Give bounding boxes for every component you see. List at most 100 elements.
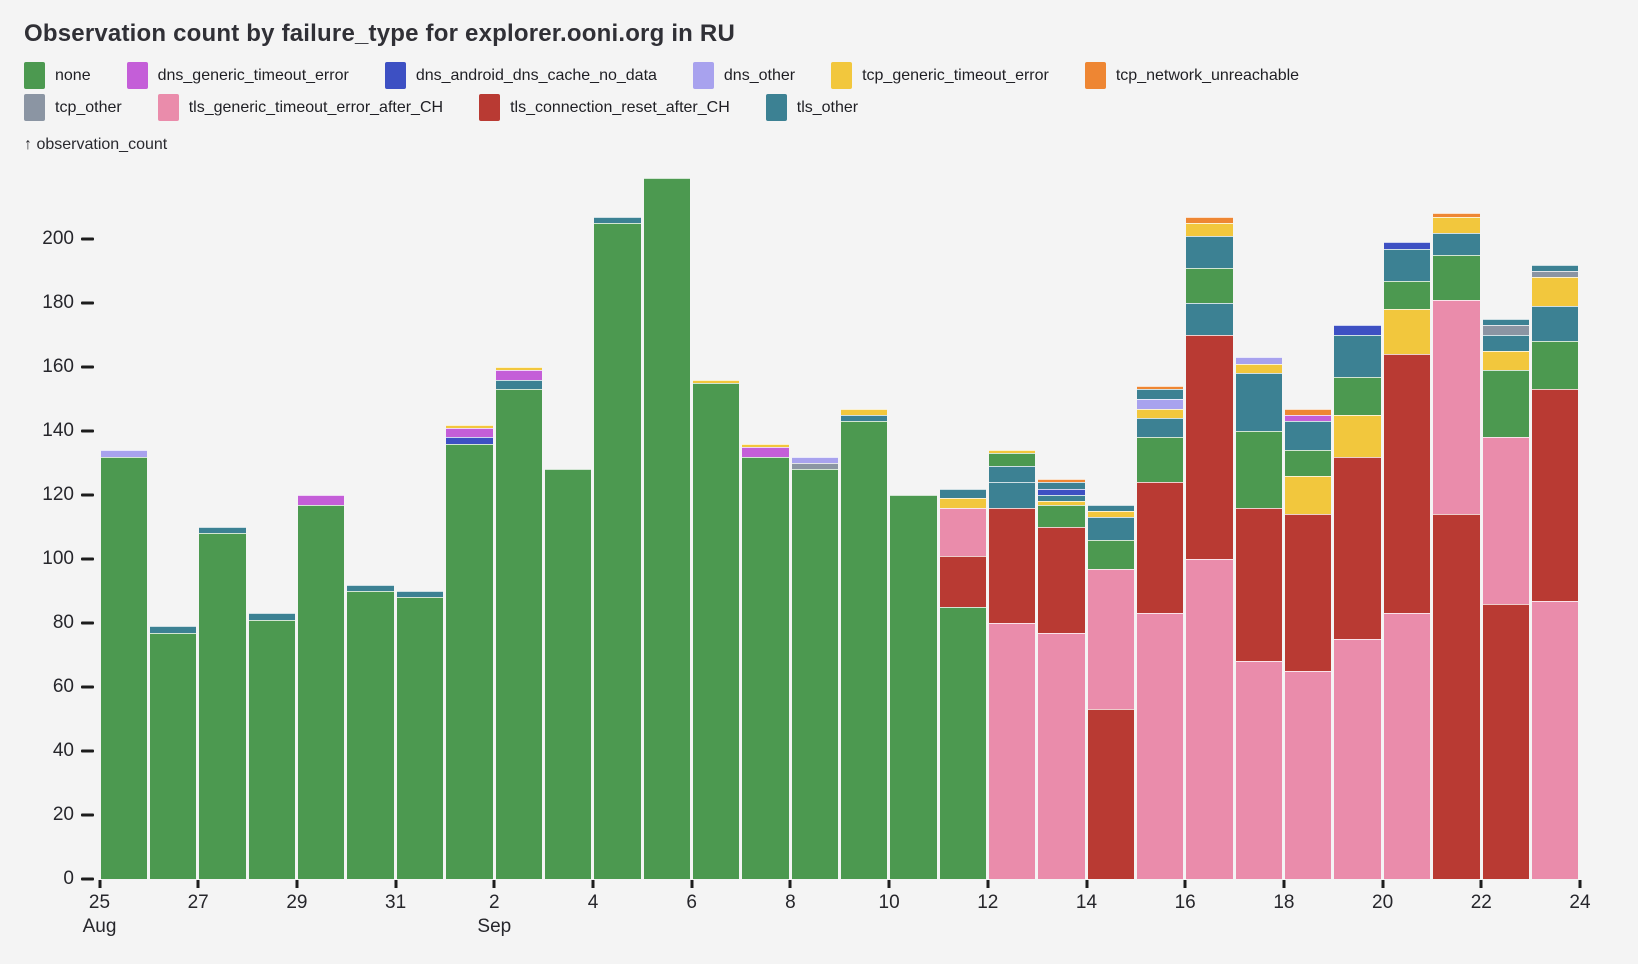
bar-segment-sep-17-none [1235,431,1283,508]
bar-segment-sep-12-tls_generic_timeout_error_after_CH [989,623,1036,879]
bar-segment-sep-8-dns_other [791,456,838,463]
bar-segment-sep-21-tls_other [1433,232,1480,255]
x-tick-label-14: 14 [1075,892,1098,913]
x-tick-label-18: 18 [1273,892,1295,913]
x-tick-label-27: 27 [187,892,209,913]
bar-segment-sep-13-none [1038,504,1085,527]
bar-segment-sep-21-tcp_generic_timeout_error [1433,216,1480,233]
y-tick-label-40: 40 [52,740,74,761]
bar-segment-sep-22-tcp_generic_timeout_error [1482,351,1529,371]
bar-segment-sep-19-none [1334,376,1381,415]
legend-item-tls_connection_reset_after_CH: tls_connection_reset_after_CH [479,94,730,121]
x-tick-mark-6 [690,880,694,888]
bar-segment-sep-14-tcp_generic_timeout_error [1087,511,1135,518]
bar-segment-sep-2-dns_generic_timeout_error [495,370,542,380]
y-tick-label-20: 20 [52,804,74,825]
x-tick-mark-8 [788,880,792,888]
bar-segment-sep-23-tls_other [1531,306,1579,342]
bar-segment-sep-1-dns_generic_timeout_error [446,427,493,438]
bar-segment-sep-19-tcp_generic_timeout_error [1334,415,1381,457]
bar-segment-sep-22-tls_connection_reset_after_CH [1482,603,1529,879]
bar-segment-sep-2-none [495,389,542,879]
legend-label: tcp_generic_timeout_error [862,66,1049,84]
legend-item-tls_other: tls_other [765,94,858,121]
bar-segment-aug-31-none [396,597,444,879]
bar-segment-aug-30-none [347,591,394,879]
y-tick-label-120: 120 [42,484,74,505]
bar-segment-sep-14-tls_other [1087,504,1135,511]
bar-segment-aug-29-none [298,504,345,879]
bar-segment-sep-13-tcp_network_unreachable [1038,479,1085,483]
bar-segment-sep-23-tls_generic_timeout_error_after_CH [1531,600,1579,879]
y-tick-label-100: 100 [42,548,74,569]
bar-segment-sep-16-tls_other [1186,303,1233,335]
legend-swatch-dns_other [692,62,714,89]
x-month-label-Aug: Aug [82,916,117,937]
legend-item-tcp_other: tcp_other [24,94,122,121]
x-tick-label-25: 25 [88,892,111,913]
y-tick-mark-0 [81,877,94,881]
bar-segment-sep-18-dns_generic_timeout_error [1285,415,1332,422]
bar-segment-sep-9-tcp_generic_timeout_error [840,408,888,415]
bar-segment-sep-20-tls_other [1383,248,1431,281]
bar-segment-sep-15-tls_connection_reset_after_CH [1137,482,1184,614]
bar-segment-sep-19-tls_other [1334,335,1381,377]
legend-item-dns_generic_timeout_error: dns_generic_timeout_error [126,62,349,89]
y-tick-mark-200 [81,237,94,241]
bar-segment-sep-18-tcp_network_unreachable [1285,408,1332,415]
bar-segment-sep-21-tcp_network_unreachable [1433,213,1480,217]
x-tick-label-20: 20 [1372,892,1394,913]
bar-segment-sep-11-none [939,607,987,879]
bar-segment-sep-22-tcp_other [1482,325,1529,335]
bar-segment-sep-21-tls_connection_reset_after_CH [1433,514,1480,879]
x-tick-mark-20 [1381,880,1385,888]
bar-segment-sep-19-tls_generic_timeout_error_after_CH [1334,639,1381,879]
legend-label: dns_other [723,66,796,84]
bar-segment-sep-2-tcp_generic_timeout_error [495,367,542,371]
bar-segment-sep-12-tls_connection_reset_after_CH [989,507,1036,623]
y-tick-mark-80 [81,621,94,625]
bar-segment-sep-20-none [1383,280,1431,310]
y-tick-label-180: 180 [42,292,74,313]
legend-swatch-tcp_other [24,94,45,121]
bar-segment-sep-19-tls_connection_reset_after_CH [1334,456,1381,639]
y-tick-label-200: 200 [42,228,74,249]
bar-segment-sep-15-none [1137,437,1184,483]
x-tick-label-12: 12 [977,892,999,913]
bar-segment-sep-13-tcp_generic_timeout_error [1038,501,1085,505]
y-tick-mark-180 [81,301,94,305]
bar-segment-sep-21-tls_generic_timeout_error_after_CH [1433,299,1480,515]
x-tick-mark-29 [295,880,299,888]
x-tick-mark-16 [1183,880,1187,888]
legend-item-tls_generic_timeout_error_after_CH: tls_generic_timeout_error_after_CH [157,94,443,121]
bar-segment-sep-22-tls_other [1482,335,1529,351]
x-tick-mark-2 [492,880,496,888]
legend-label: tcp_network_unreachable [1115,66,1300,84]
bar-segment-sep-20-dns_android_dns_cache_no_data [1383,242,1431,249]
legend-item-tcp_network_unreachable: tcp_network_unreachable [1084,62,1300,89]
bar-segment-sep-17-tcp_generic_timeout_error [1235,363,1283,374]
legend-item-dns_other: dns_other [692,62,796,89]
legend-swatch-tcp_generic_timeout_error [831,62,853,89]
bar-segment-sep-11-tls_generic_timeout_error_after_CH [939,507,987,556]
x-tick-mark-31 [394,880,398,888]
bar-segment-sep-16-tls_other [1186,235,1233,268]
chart-title: Observation count by failure_type for ex… [24,20,735,47]
legend-item-dns_android_dns_cache_no_data: dns_android_dns_cache_no_data [384,62,657,89]
bar-segment-sep-3-none [544,469,592,879]
legend-swatch-tls_other [765,94,787,121]
x-tick-mark-10 [887,880,891,888]
bar-segment-sep-16-tcp_network_unreachable [1186,216,1233,223]
bar-segment-sep-15-tcp_network_unreachable [1137,386,1184,390]
bar-segment-sep-18-tls_generic_timeout_error_after_CH [1285,671,1332,879]
y-tick-label-160: 160 [42,356,74,377]
bar-segment-aug-31-tls_other [396,591,444,598]
bar-segment-sep-23-none [1531,341,1579,390]
y-tick-mark-160 [81,365,94,369]
y-tick-label-80: 80 [52,612,74,633]
x-tick-label-10: 10 [878,892,900,913]
legend: none dns_generic_timeout_error dns_android… [24,62,1624,121]
x-tick-mark-24 [1578,880,1582,888]
bar-segment-sep-21-none [1433,255,1480,300]
